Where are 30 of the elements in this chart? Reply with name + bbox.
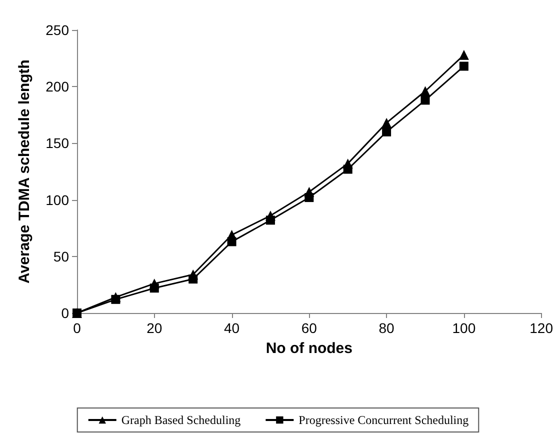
y-tick-label: 250 (46, 22, 70, 38)
x-tick-label: 20 (146, 320, 162, 336)
point (266, 216, 275, 225)
x-tick-label: 100 (452, 320, 476, 336)
point (382, 127, 392, 136)
y-tick-label: 50 (53, 248, 70, 264)
y-tick-label: 200 (46, 78, 70, 95)
point (304, 193, 314, 202)
point (420, 86, 430, 96)
point (459, 62, 468, 71)
y-tick-label: 150 (46, 135, 70, 152)
y-tick-label: 0 (61, 305, 70, 321)
y-tick-label: 100 (46, 192, 70, 208)
point (150, 284, 159, 293)
x-tick-label: 40 (224, 320, 240, 336)
x-axis-title: No of nodes (266, 340, 352, 357)
x-tick-label: 0 (73, 320, 82, 336)
x-tick-label: 60 (301, 320, 318, 336)
y-axis-title: Average TDMA schedule length (16, 60, 33, 284)
point (420, 96, 430, 105)
point (111, 294, 120, 304)
point (382, 118, 392, 128)
point (227, 237, 236, 246)
point (343, 164, 352, 174)
point (458, 50, 469, 60)
x-tick-label: 80 (378, 320, 395, 336)
legend-label: Progressive Concurrent Scheduling (298, 413, 469, 427)
point (188, 274, 198, 284)
legend-label: Graph Based Scheduling (121, 413, 241, 427)
x-tick-label: 120 (530, 320, 554, 336)
